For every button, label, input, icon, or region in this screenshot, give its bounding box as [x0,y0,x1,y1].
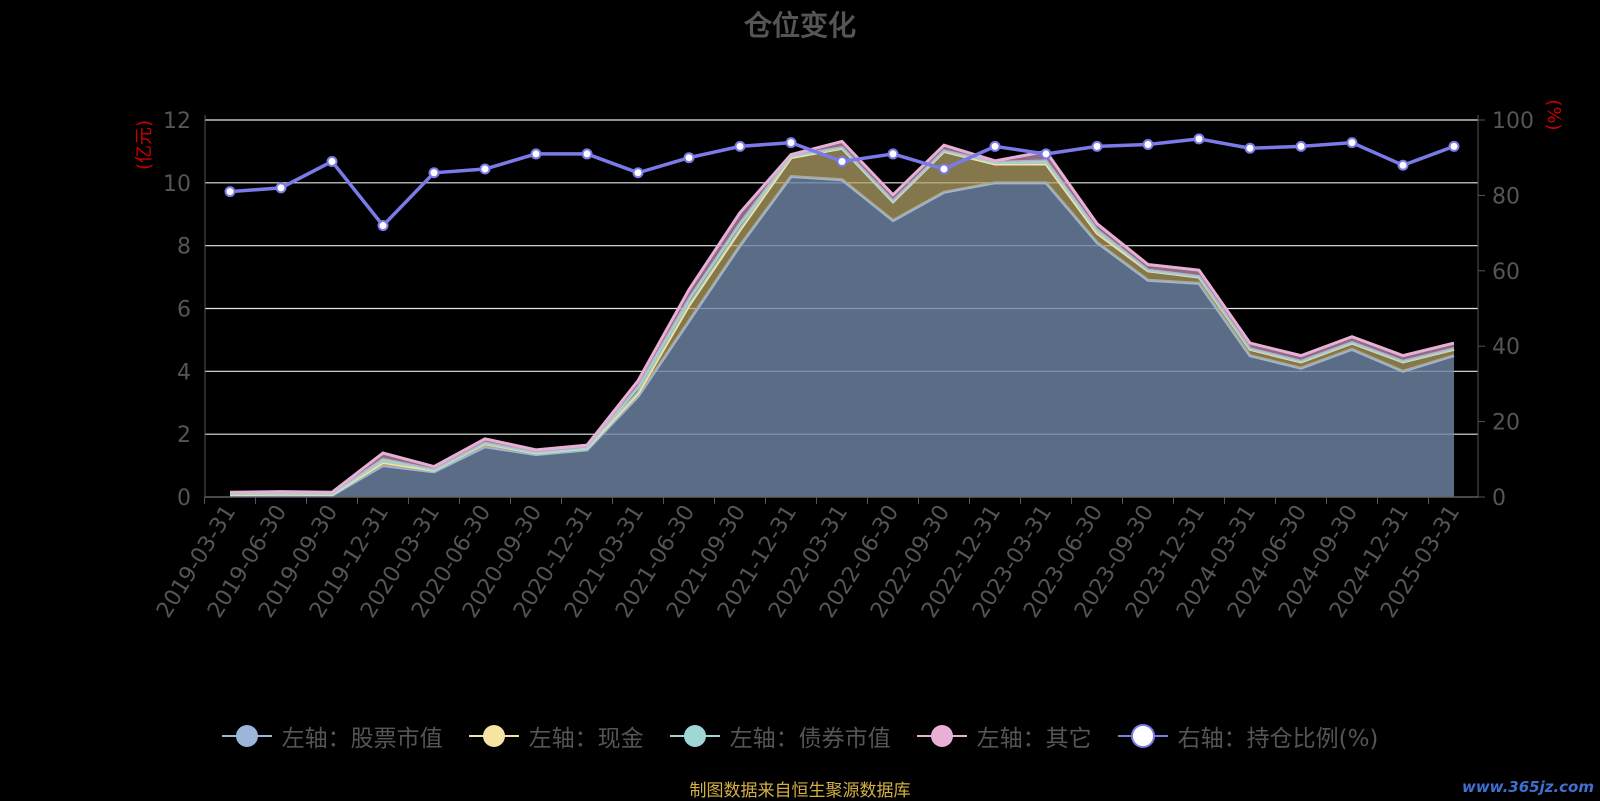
ratio-point-8 [632,167,644,179]
left-axis-unit: (亿元) [134,120,155,170]
source-note: 制图数据来自恒生聚源数据库 [689,781,911,801]
ratio-point-21 [1295,140,1307,152]
ratio-point-10 [734,140,746,152]
legend-item-bond[interactable]: 左轴：债券市值 [669,719,891,753]
left-tick-label-6: 12 [163,109,191,134]
ratio-point-11 [785,137,797,149]
ratio-point-7 [581,148,593,160]
legend-marker-bond [669,725,720,747]
ratio-point-4 [428,167,440,179]
right-tick-label-1: 20 [1492,411,1520,436]
left-tick-label-2: 4 [177,360,191,385]
ratio-point-14 [938,163,950,175]
right-tick-label-5: 100 [1492,109,1534,134]
ratio-point-19 [1193,133,1205,145]
legend-marker-other [916,725,967,747]
legend-item-cash[interactable]: 左轴：现金 [468,719,644,753]
watermark: www.365jz.com [1461,778,1594,796]
left-tick-label-1: 2 [177,423,191,448]
ratio-point-15 [989,140,1001,152]
ratio-point-1 [275,182,287,194]
left-tick-label-3: 6 [177,298,191,323]
legend-item-stock[interactable]: 左轴：股票市值 [221,719,443,753]
legend-marker-stock [221,725,272,747]
right-tick-label-0: 0 [1492,486,1506,511]
ratio-point-13 [887,148,899,160]
legend-marker-cash [468,725,519,747]
ratio-point-16 [1040,148,1052,160]
ratio-point-3 [377,220,389,232]
left-tick-label-0: 0 [177,486,191,511]
stacked-areas [229,139,1455,498]
ratio-point-2 [326,155,338,167]
ratio-point-23 [1397,159,1409,171]
ratio-point-24 [1448,140,1460,152]
left-tick-label-4: 8 [177,235,191,260]
ratio-point-0 [224,186,236,198]
ratio-point-5 [479,163,491,175]
chart-title: 仓位变化 [743,9,856,42]
area-edge-series-3 [229,139,1455,494]
right-tick-label-2: 40 [1492,335,1520,360]
right-tick-label-3: 60 [1492,260,1520,285]
ratio-point-18 [1142,139,1154,151]
ratio-line [224,133,1460,232]
right-tick-label-4: 80 [1492,184,1520,209]
legend-label-bond: 左轴：债券市值 [729,726,891,752]
legend-item-ratio[interactable]: 右轴：持仓比例(%) [1117,719,1379,753]
right-axis-unit: (%) [1543,99,1564,130]
legend-label-other: 左轴：其它 [976,726,1092,752]
legend-label-ratio: 右轴：持仓比例(%) [1177,726,1379,752]
ratio-point-22 [1346,137,1358,149]
legend-item-other[interactable]: 左轴：其它 [916,719,1092,753]
legend: 左轴：股票市值 左轴：现金 左轴：债券市值 左轴：其它 右轴：持仓比例(%) [0,718,1600,754]
left-tick-label-5: 10 [163,172,191,197]
ratio-point-12 [836,155,848,167]
ratio-point-17 [1091,140,1103,152]
legend-label-cash: 左轴：现金 [528,726,644,752]
ratio-point-9 [683,152,695,164]
legend-label-stock: 左轴：股票市值 [281,726,443,752]
legend-marker-ratio [1117,724,1168,748]
area-series-0 [230,176,1454,498]
ratio-point-6 [530,148,542,160]
ratio-point-20 [1244,142,1256,154]
